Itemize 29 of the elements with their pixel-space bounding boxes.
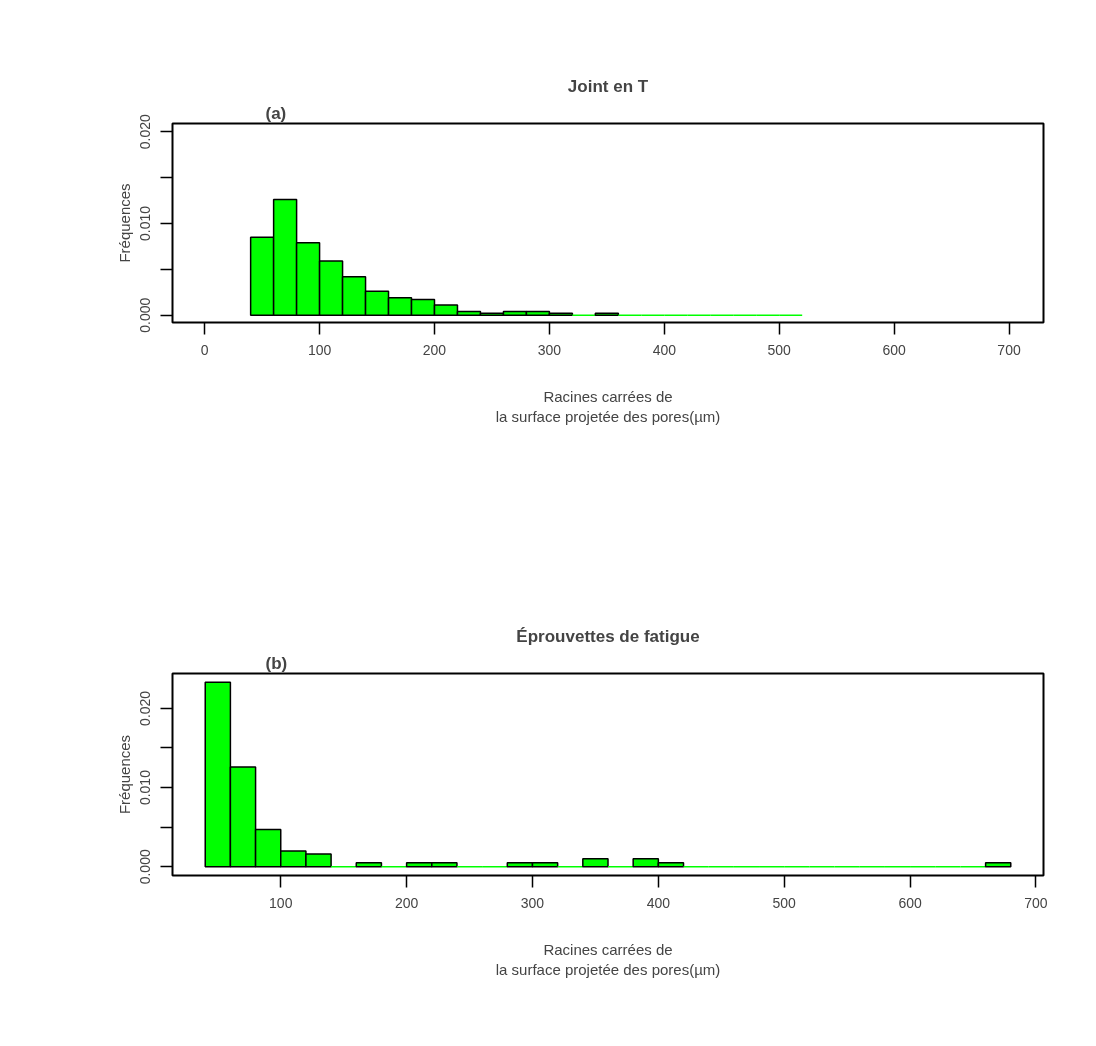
x-tick-label: 100: [307, 341, 332, 358]
text: (a): [265, 103, 287, 123]
x-tick-label: 700: [997, 341, 1021, 358]
x-axis-title: Racines carrées de la surface projetée des pores(µm): [495, 387, 721, 425]
y-tick-label: 0.020: [137, 114, 154, 150]
chart-title: Joint en T: [567, 76, 649, 96]
x-tick-label: 500: [767, 341, 792, 358]
x-tick-label: 200: [422, 341, 447, 358]
x-tick-label: 400: [646, 894, 671, 911]
y-tick-label: 0.010: [137, 769, 154, 806]
x-tick-label: 500: [772, 894, 797, 911]
y-axis-title: Fréquences: [115, 183, 133, 263]
text: (b): [265, 653, 288, 673]
y-tick-label: 0.020: [137, 690, 154, 726]
y-tick-label: 0.000: [137, 297, 154, 333]
x-tick-label: 700: [1024, 894, 1048, 911]
y-tick-label: 0.010: [137, 205, 154, 241]
x-tick-label: 100: [269, 894, 293, 911]
x-tick-label: 400: [652, 341, 677, 358]
x-tick-label: 600: [882, 341, 907, 358]
x-tick-label: 0: [200, 341, 209, 358]
y-tick-label: 0.000: [137, 849, 154, 885]
x-tick-label: 300: [537, 341, 562, 358]
x-tick-label: 600: [898, 894, 922, 911]
x-axis-title: Racines carrées de la surface projetée des pores(µm): [495, 940, 721, 978]
x-tick-label: 300: [520, 894, 545, 911]
chart-title: Éprouvettes de fatigue: [516, 626, 700, 646]
y-axis-title: Fréquences: [115, 734, 133, 815]
x-tick-label: 200: [394, 894, 419, 911]
